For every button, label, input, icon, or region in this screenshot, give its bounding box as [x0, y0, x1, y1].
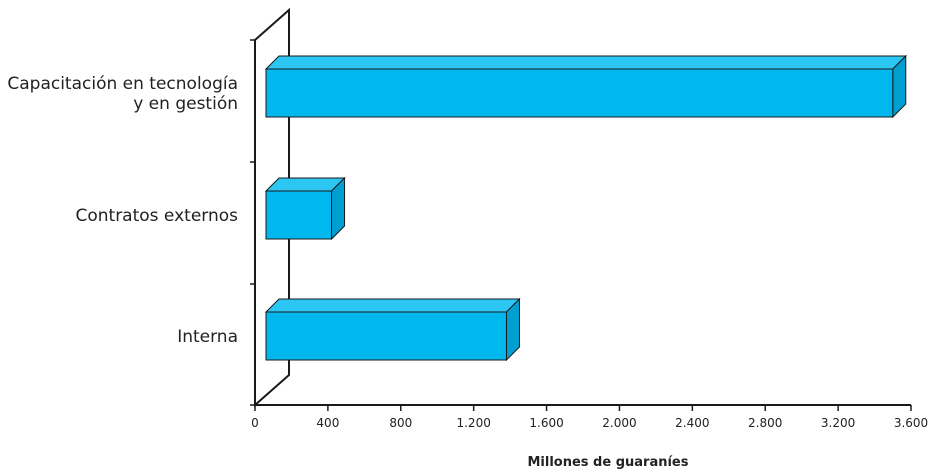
x-tick-label: 1.600 — [529, 416, 563, 430]
bar — [264, 297, 521, 362]
x-tick-label: 0 — [251, 416, 259, 430]
category-label: Capacitación en tecnología y en gestión — [7, 74, 238, 114]
category-label-line: y en gestión — [133, 94, 238, 114]
bar-top-face — [264, 177, 346, 192]
x-axis-title: Millones de guaraníes — [527, 455, 688, 470]
bar-front-face — [265, 311, 507, 361]
bar-top-face — [264, 55, 907, 70]
x-tick-label: 800 — [389, 416, 412, 430]
x-tick-label: 400 — [316, 416, 339, 430]
x-tick-label: 1.200 — [456, 416, 490, 430]
bar-front-face — [265, 190, 333, 240]
bar-top-face — [264, 298, 521, 313]
bars-layer — [264, 54, 907, 362]
labels-layer: 0 400 800 1.200 1.600 2.000 2.400 2.800 3.200 3.6… — [7, 74, 928, 430]
x-tick-label: 3.600 — [894, 416, 928, 430]
category-label-line: Contratos externos — [75, 206, 238, 226]
bar — [264, 176, 346, 241]
x-tick-label: 3.200 — [821, 416, 855, 430]
category-label-line: Interna — [177, 327, 238, 347]
x-tick-label: 2.400 — [675, 416, 709, 430]
category-label-line: Capacitación en tecnología — [7, 74, 238, 94]
category-label: Contratos externos — [75, 206, 238, 226]
axis-layer — [250, 7, 912, 411]
category-label: Interna — [177, 327, 238, 347]
x-tick-label: 2.800 — [748, 416, 782, 430]
bar-front-face — [265, 68, 894, 118]
bar — [264, 54, 907, 119]
x-tick-label: 2.000 — [602, 416, 636, 430]
